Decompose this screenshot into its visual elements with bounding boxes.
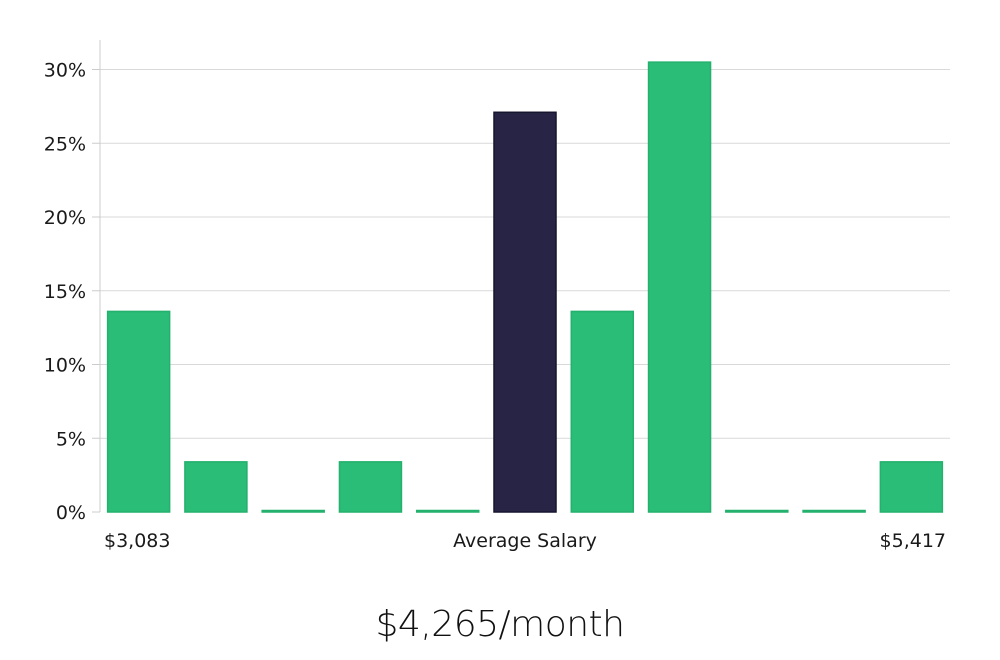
bar: [261, 509, 325, 513]
salary-histogram: 0% 5% 10% 15% 20% 25% 30% $3,083 Average Salar…: [44, 40, 950, 552]
y-tick-label: 0%: [56, 502, 86, 524]
y-tick-label: 10%: [44, 355, 86, 377]
bars: [106, 61, 944, 513]
x-label-min: $3,083: [104, 530, 170, 552]
average-salary-headline: $4,265/month: [375, 604, 625, 645]
x-label-center: Average Salary: [453, 530, 597, 552]
bar: [725, 509, 789, 513]
bar: [415, 509, 480, 513]
y-axis-ticks: 0% 5% 10% 15% 20% 25% 30%: [44, 60, 100, 524]
x-label-max: $5,417: [880, 530, 946, 552]
bar: [338, 461, 403, 513]
bar: [570, 310, 635, 513]
y-tick-label: 25%: [44, 133, 86, 155]
bar: [184, 461, 248, 513]
y-tick-label: 15%: [44, 281, 86, 303]
bar: [106, 310, 171, 513]
bar-average-salary: [493, 111, 557, 513]
y-tick-label: 30%: [44, 60, 86, 82]
y-tick-label: 20%: [44, 207, 86, 229]
y-tick-label: 5%: [56, 428, 86, 450]
bar: [879, 461, 944, 513]
bar: [647, 61, 712, 513]
bar: [802, 509, 866, 513]
